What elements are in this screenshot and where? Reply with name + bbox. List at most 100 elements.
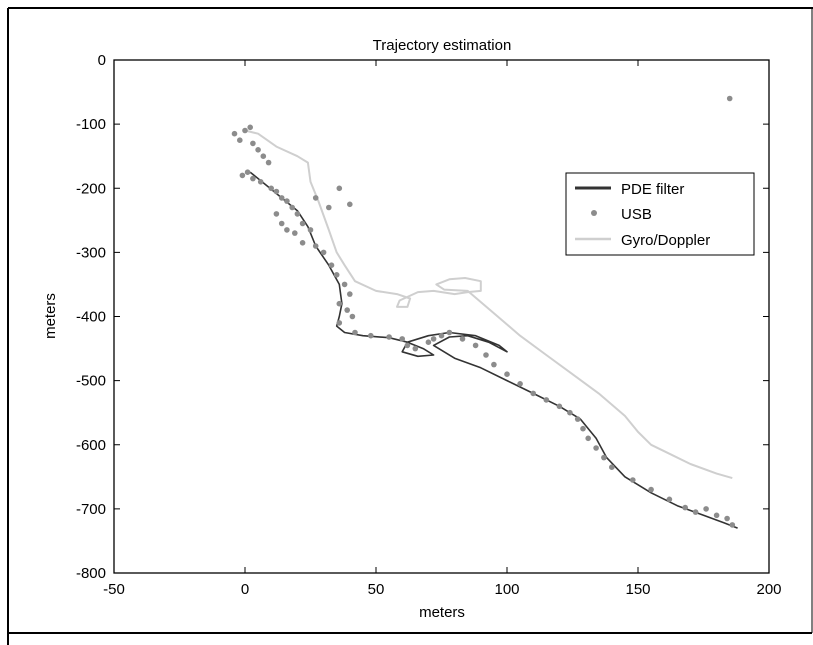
y-tick-label: -700 [76, 501, 106, 518]
usb-point [349, 313, 356, 320]
usb-point [682, 504, 688, 511]
usb-point [344, 307, 351, 313]
usb-point [326, 204, 332, 211]
usb-point [648, 486, 654, 493]
usb-point [268, 185, 275, 192]
usb-point [585, 435, 591, 442]
usb-point [278, 220, 285, 227]
gyro-doppler-series [244, 129, 733, 480]
usb-point [412, 345, 419, 352]
usb-point [609, 464, 615, 471]
y-tick-label: -400 [76, 309, 106, 326]
usb-point [530, 390, 536, 397]
usb-point [312, 243, 319, 249]
usb-point [713, 512, 720, 519]
usb-point [299, 240, 306, 246]
usb-point [504, 371, 510, 378]
usb-point [239, 172, 246, 179]
y-tick-label: -300 [76, 244, 106, 261]
usb-point [601, 454, 607, 461]
x-tick-label: 100 [494, 581, 519, 598]
usb-point [336, 185, 343, 192]
usb-point [284, 227, 290, 233]
y-axis-ticks: 0 -100 -200 -300 -400 -500 -600 -700 -800 [76, 52, 769, 582]
usb-point [231, 130, 238, 137]
usb-point [438, 332, 445, 339]
plot-frame [113, 59, 770, 574]
usb-point [284, 198, 290, 204]
usb-point [425, 339, 432, 346]
x-tick-label: 200 [756, 581, 781, 598]
y-tick-label: -100 [76, 116, 106, 133]
y-axis-label: meters [42, 293, 59, 339]
x-tick-label: -50 [103, 581, 125, 598]
legend-usb-swatch [591, 210, 597, 216]
y-tick-label: 0 [98, 52, 106, 69]
usb-point [260, 153, 267, 159]
usb-point [459, 336, 466, 342]
usb-series [231, 95, 736, 528]
usb-point [273, 188, 280, 195]
usb-point [320, 249, 327, 256]
usb-point [630, 477, 636, 483]
legend-pde-label: PDE filter [621, 181, 684, 198]
usb-point [703, 506, 709, 512]
x-axis-ticks: -50 0 50 100 150 200 [103, 60, 782, 598]
usb-point [244, 169, 251, 175]
usb-point [257, 179, 264, 185]
usb-point [574, 416, 581, 422]
x-tick-label: 50 [368, 581, 385, 598]
x-tick-label: 150 [625, 581, 650, 598]
usb-point [294, 211, 301, 217]
usb-point [347, 201, 353, 208]
gyro-doppler-line [244, 129, 733, 480]
y-tick-label: -500 [76, 373, 106, 390]
usb-point [336, 320, 343, 326]
usb-point [352, 329, 358, 336]
plot-area: -50 0 50 100 150 200 0-100-200-300-400-500-60… [76, 52, 782, 598]
legend: PDE filter USB Gyro/Doppler [565, 172, 755, 256]
usb-point [399, 336, 406, 342]
usb-point [312, 195, 319, 201]
usb-point [255, 147, 261, 153]
usb-point [430, 336, 437, 342]
usb-point [404, 342, 411, 349]
usb-point [328, 262, 335, 269]
usb-point [289, 204, 296, 211]
usb-point [726, 95, 733, 102]
usb-point [386, 334, 392, 340]
usb-point [237, 137, 243, 143]
usb-point [517, 381, 523, 387]
chart-title: Trajectory estimation [373, 37, 512, 54]
usb-point [250, 175, 256, 182]
y-tick-label: -600 [76, 437, 106, 454]
usb-point [543, 397, 550, 403]
usb-point [278, 195, 285, 201]
legend-gyro-label: Gyro/Doppler [621, 232, 710, 249]
usb-point [368, 332, 374, 339]
usb-point [556, 403, 563, 410]
usb-point [341, 281, 348, 288]
y-tick-label: -800 [76, 565, 106, 582]
usb-point [724, 515, 730, 522]
usb-point [491, 361, 497, 368]
usb-point [580, 425, 586, 432]
usb-point [347, 291, 353, 297]
usb-point [336, 300, 343, 307]
usb-point [446, 329, 453, 336]
usb-point [250, 140, 256, 147]
usb-point [593, 445, 599, 451]
usb-point [247, 124, 253, 131]
legend-usb-label: USB [621, 206, 652, 223]
usb-point [333, 272, 340, 278]
usb-point [692, 509, 699, 515]
usb-point [273, 211, 280, 217]
x-axis-label: meters [419, 604, 465, 621]
usb-point [666, 496, 673, 503]
usb-point [567, 409, 573, 416]
y-tick-label: -200 [76, 180, 106, 197]
usb-point [265, 159, 272, 166]
usb-point [307, 227, 314, 233]
usb-point [299, 220, 306, 227]
